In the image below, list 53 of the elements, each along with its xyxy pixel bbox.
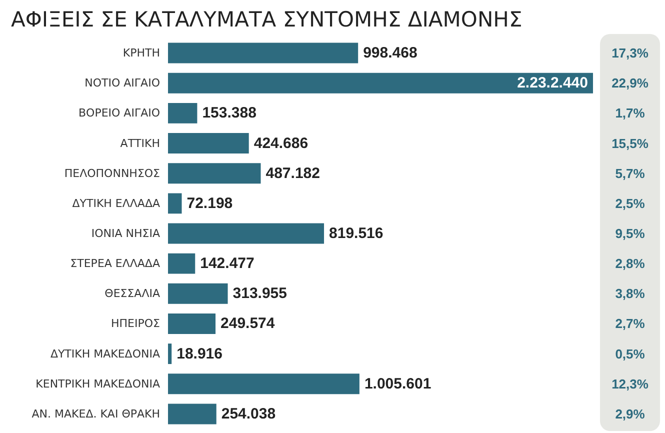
text: 0,5% xyxy=(615,346,646,362)
y-tick-label: ΗΠΕΙΡΟΣ xyxy=(111,317,160,330)
bar xyxy=(168,163,261,184)
data-label: 2.23.2.440 xyxy=(517,74,588,92)
chart-title: ΑΦΙΞΕΙΣ ΣΕ ΚΑΤΑΛΥΜΑΤΑ ΣΥΝΤΟΜΗΣ ΔΙΑΜΟΝΗΣ xyxy=(11,8,522,32)
bar xyxy=(168,374,360,394)
text: 9,5% xyxy=(615,226,646,241)
data-label: 487.182 xyxy=(266,164,320,182)
text: 5,7% xyxy=(615,166,646,181)
text: 1,7% xyxy=(615,106,646,121)
bar xyxy=(168,344,172,364)
data-label: 313.955 xyxy=(232,285,288,302)
text: 2,8% xyxy=(615,256,646,272)
y-tick-label: ΠΕΛΟΠΟΝΝΗΣΟΣ xyxy=(64,166,160,180)
y-tick-label: ΙΟΝΙΑ ΝΗΣΙΑ xyxy=(91,227,160,240)
bar xyxy=(168,253,196,274)
data-label: 424.686 xyxy=(254,134,308,152)
text: 12,3% xyxy=(612,376,649,392)
bar xyxy=(168,223,324,244)
bar xyxy=(168,193,182,214)
data-label: 1.005.601 xyxy=(364,375,432,392)
bar xyxy=(168,283,228,304)
y-tick-label: ΚΡΗΤΗ xyxy=(122,46,160,60)
y-tick-label: ΑΝ. ΜΑΚΕΔ. ΚΑΙ ΘΡΑΚΗ xyxy=(32,407,160,420)
data-label: 254.038 xyxy=(221,405,276,422)
bar xyxy=(168,72,593,94)
data-label: 72.198 xyxy=(186,194,233,212)
bar xyxy=(168,314,216,334)
text: 2,9% xyxy=(615,406,646,422)
text: 2,5% xyxy=(615,196,646,211)
y-tick-label: ΝΟΤΙΟ ΑΙΓΑΙΟ xyxy=(84,76,160,90)
y-tick-label: ΔΥΤΙΚΗ ΕΛΛΑΔΑ xyxy=(72,196,160,210)
text: 2,7% xyxy=(615,316,646,332)
data-label: 18.916 xyxy=(176,345,222,362)
text: 17,3% xyxy=(612,46,649,61)
text: 15,5% xyxy=(612,136,649,151)
y-tick-label: ΘΕΣΣΑΛΙΑ xyxy=(104,287,160,300)
data-label: 249.574 xyxy=(220,315,276,332)
bar xyxy=(168,404,216,424)
data-label: 153.388 xyxy=(202,104,256,122)
data-label: 998.468 xyxy=(363,44,418,62)
y-tick-label: ΣΤΕΡΕΑ ΕΛΛΑΔΑ xyxy=(70,257,160,270)
data-label: 142.477 xyxy=(200,255,254,272)
y-tick-label: ΔΥΤΙΚΗ ΜΑΚΕΔΟΝΙΑ xyxy=(50,347,160,360)
bar xyxy=(168,133,249,154)
y-tick-label: ΒΟΡΕΙΟ ΑΙΓΑΙΟ xyxy=(78,106,160,120)
data-label: 819.516 xyxy=(329,225,384,242)
y-tick-label: ΑΤΤΙΚΗ xyxy=(120,136,160,150)
bar xyxy=(168,42,358,64)
bar xyxy=(168,102,198,124)
text: 3,8% xyxy=(615,286,646,302)
text: 22,9% xyxy=(612,76,649,91)
y-tick-label: ΚΕΝΤΡΙΚΗ ΜΑΚΕΔΟΝΙΑ xyxy=(36,377,160,390)
